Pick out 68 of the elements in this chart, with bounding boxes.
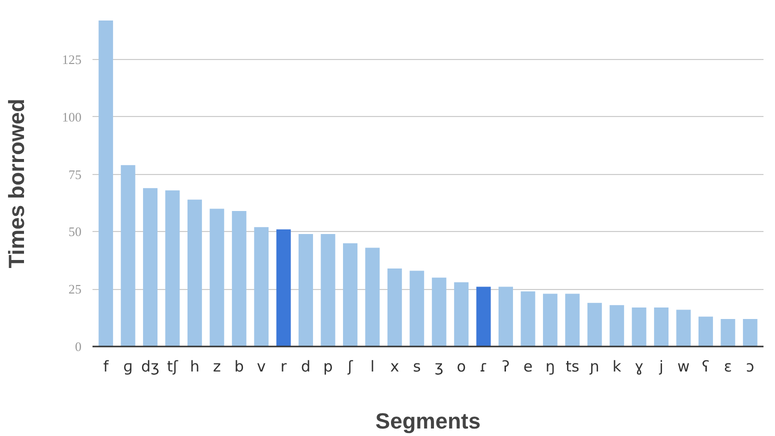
bar — [210, 208, 224, 346]
x-tick-label: h — [190, 358, 200, 376]
bar — [454, 282, 469, 346]
bar — [187, 200, 202, 346]
bar — [565, 294, 580, 346]
x-tick-label: ʔ — [502, 358, 510, 376]
x-tick-label: ɡ — [123, 358, 133, 376]
x-tick-label: ʒ — [434, 358, 444, 376]
bar — [298, 234, 314, 346]
x-tick-label: ts — [566, 358, 580, 376]
bar — [698, 316, 713, 346]
x-tick-label: b — [234, 358, 244, 376]
bar — [542, 294, 558, 346]
x-axis-title: Segments — [375, 408, 481, 434]
bar — [165, 190, 180, 346]
bar — [232, 211, 246, 346]
y-axis-title: Times borrowed — [4, 98, 29, 268]
bar — [254, 227, 269, 346]
x-tick-label: k — [612, 358, 622, 376]
x-tick-label: o — [456, 358, 466, 376]
bar — [98, 20, 114, 346]
bar — [654, 307, 669, 346]
y-tick-label: 75 — [68, 166, 82, 182]
bar — [610, 305, 624, 346]
bar — [143, 188, 158, 346]
x-tick-label: x — [390, 358, 400, 376]
bar — [387, 268, 402, 346]
y-tick-label: 25 — [68, 282, 82, 297]
x-tick-label: dʒ — [141, 358, 160, 376]
bar — [676, 310, 691, 346]
bar — [410, 270, 424, 346]
bar — [720, 318, 736, 346]
bar — [343, 243, 358, 346]
y-tick-label: 125 — [62, 52, 82, 68]
bar — [632, 307, 646, 346]
bar — [276, 229, 291, 346]
x-tick-label: p — [323, 358, 333, 376]
x-tick-label: w — [677, 358, 690, 376]
bar — [742, 318, 758, 346]
x-tick-label: ŋ — [545, 358, 555, 376]
y-tick-label: 0 — [75, 339, 82, 354]
bar — [432, 278, 446, 346]
bar — [498, 286, 513, 346]
y-tick-label: 50 — [68, 224, 82, 240]
x-tick-label: ɔ — [746, 358, 754, 376]
bar — [587, 302, 602, 346]
x-tick-label: v — [256, 358, 266, 376]
x-tick-label: z — [212, 358, 221, 376]
bar — [476, 286, 491, 346]
x-tick-label: tʃ — [167, 358, 179, 376]
x-tick-label: l — [370, 358, 375, 376]
y-tick-label: 100 — [62, 109, 82, 124]
x-tick-label: j — [658, 358, 664, 376]
x-tick-label: s — [412, 358, 421, 376]
x-tick-label: f — [103, 358, 110, 376]
x-tick-label: ɾ — [480, 358, 488, 376]
x-tick-label: r — [280, 358, 288, 376]
bar — [120, 165, 136, 346]
bar — [320, 234, 336, 346]
x-tick-label: ʕ — [702, 358, 710, 376]
x-tick-label: ʃ — [346, 358, 354, 376]
x-tick-label: ɣ — [634, 358, 644, 376]
bar — [365, 248, 380, 346]
bar — [520, 291, 536, 346]
x-tick-label: e — [523, 358, 533, 376]
x-tick-label: d — [301, 358, 311, 376]
x-tick-label: ɲ — [588, 358, 600, 376]
x-tick-label: ɛ — [724, 358, 732, 376]
